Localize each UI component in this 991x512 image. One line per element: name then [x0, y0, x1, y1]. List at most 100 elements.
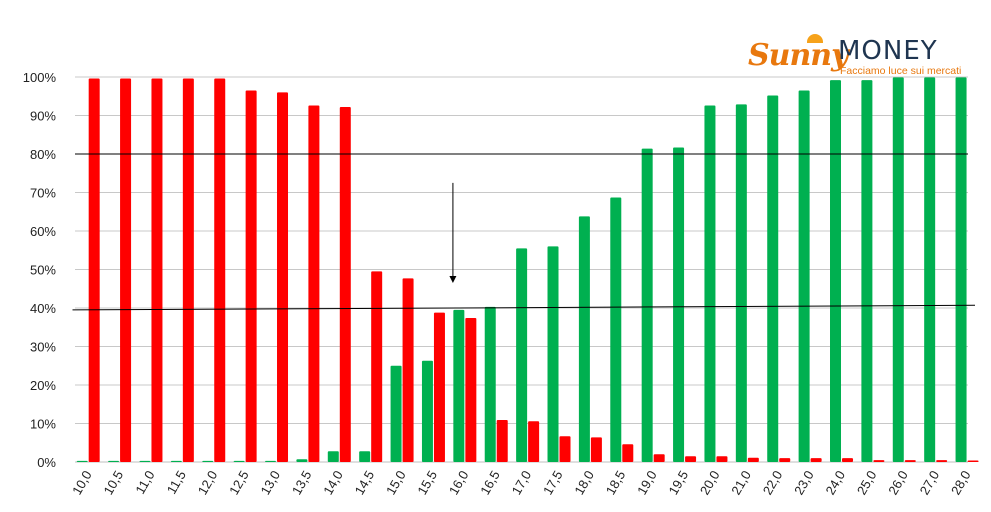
- y-tick-label: 30%: [30, 340, 56, 355]
- x-tick-label: 15,5: [414, 468, 440, 497]
- y-tick-label: 10%: [30, 417, 56, 432]
- reference-lines: [72, 153, 976, 311]
- bar-green: [421, 360, 433, 462]
- x-tick-label: 14,5: [352, 468, 378, 497]
- bar-red: [371, 271, 383, 462]
- arrow-head: [449, 275, 457, 283]
- bar-red: [559, 436, 571, 462]
- bar-green: [610, 197, 622, 462]
- x-tick-label: 21,0: [728, 468, 754, 497]
- bar-red: [339, 107, 351, 462]
- x-axis-tick-labels: 10,0 10,5 11,0 11,5 12,0 12,5 13,0 13,5 14,0 14,5…: [69, 468, 974, 497]
- x-tick-label: 13,0: [257, 468, 283, 497]
- bar-green: [798, 90, 810, 462]
- bar-green: [76, 460, 88, 462]
- x-tick-label: 11,5: [164, 468, 189, 497]
- x-tick-label: 10,0: [69, 468, 95, 497]
- logo-brand-left: Sunny: [748, 38, 849, 73]
- bar-green: [453, 309, 465, 462]
- bar-green: [735, 104, 747, 463]
- x-tick-label: 12,5: [226, 468, 252, 497]
- y-tick-label: 40%: [30, 301, 56, 316]
- bar-green: [547, 246, 559, 462]
- bar-green: [516, 248, 528, 462]
- y-tick-label: 70%: [30, 186, 56, 201]
- y-tick-label: 100%: [23, 70, 57, 85]
- bar-green: [170, 460, 182, 462]
- bar-green: [202, 460, 214, 462]
- bar-green: [578, 216, 590, 462]
- logo-brand-right: MONEY: [838, 36, 938, 66]
- y-axis-tick-labels: 0% 10% 20% 30% 40% 50% 60% 70% 80% 90% 100%: [23, 70, 57, 470]
- x-tick-label: 19,0: [634, 468, 660, 497]
- bar-green: [830, 80, 842, 462]
- x-tick-label: 18,5: [603, 468, 629, 497]
- x-tick-label: 25,0: [854, 468, 880, 497]
- bar-red: [590, 437, 602, 462]
- sunny-money-logo: Sunny MONEY Facciamo luce sui mercati: [748, 34, 963, 78]
- bar-green: [641, 148, 653, 463]
- logo-tagline: Facciamo luce sui mercati: [840, 65, 962, 77]
- bar-green: [296, 459, 308, 462]
- bar-red: [653, 454, 665, 462]
- y-tick-label: 50%: [30, 263, 56, 278]
- x-tick-label: 20,0: [697, 468, 723, 497]
- x-tick-label: 26,0: [885, 468, 911, 497]
- x-tick-label: 15,0: [383, 468, 409, 497]
- x-tick-label: 23,0: [791, 468, 817, 497]
- bar-green: [924, 77, 936, 462]
- bar-red: [88, 78, 100, 462]
- x-tick-label: 10,5: [101, 468, 127, 497]
- x-tick-label: 17,5: [540, 468, 566, 497]
- bar-green: [892, 77, 904, 462]
- bar-red: [214, 78, 226, 462]
- bar-green: [484, 306, 496, 462]
- y-tick-label: 80%: [30, 147, 56, 162]
- x-tick-label: 22,0: [760, 468, 786, 497]
- x-tick-label: 17,0: [509, 468, 535, 497]
- x-tick-label: 11,0: [132, 468, 157, 497]
- bar-red: [151, 78, 163, 462]
- bar-red: [622, 444, 634, 462]
- x-tick-label: 28,0: [948, 468, 974, 497]
- bar-red: [182, 78, 194, 462]
- y-tick-label: 90%: [30, 109, 56, 124]
- x-tick-label: 16,0: [446, 468, 472, 497]
- bar-green: [955, 77, 967, 462]
- bar-red: [967, 460, 979, 462]
- bar-red: [904, 460, 916, 462]
- x-tick-label: 14,0: [320, 468, 346, 497]
- x-tick-label: 27,0: [917, 468, 943, 497]
- bar-green: [359, 451, 371, 462]
- bar-red: [308, 105, 320, 463]
- bar-red: [528, 421, 540, 462]
- y-tick-label: 60%: [30, 224, 56, 239]
- bar-green: [390, 365, 402, 462]
- bar-green: [767, 95, 779, 462]
- bar-red: [402, 278, 414, 462]
- annotations: [449, 182, 457, 283]
- bar-green: [233, 460, 245, 462]
- bar-red: [779, 458, 791, 462]
- y-tick-label: 20%: [30, 378, 56, 393]
- bar-red: [465, 318, 477, 462]
- bar-red: [245, 90, 257, 462]
- bar-red: [747, 457, 759, 462]
- bar-green: [327, 451, 339, 462]
- bars: [76, 77, 979, 463]
- bar-red: [277, 92, 289, 463]
- bar-red: [120, 78, 132, 462]
- y-tick-label: 0%: [37, 455, 56, 470]
- bar-red: [685, 456, 697, 462]
- x-tick-label: 12,0: [195, 468, 221, 497]
- bar-red: [716, 456, 728, 462]
- bar-red: [936, 460, 948, 462]
- bar-green: [139, 460, 151, 462]
- bar-red: [433, 312, 445, 462]
- reference-line-sloped: [72, 304, 976, 311]
- bar-green: [108, 460, 120, 462]
- bar-red: [873, 460, 885, 462]
- bar-green: [704, 105, 716, 463]
- bar-red: [496, 420, 508, 462]
